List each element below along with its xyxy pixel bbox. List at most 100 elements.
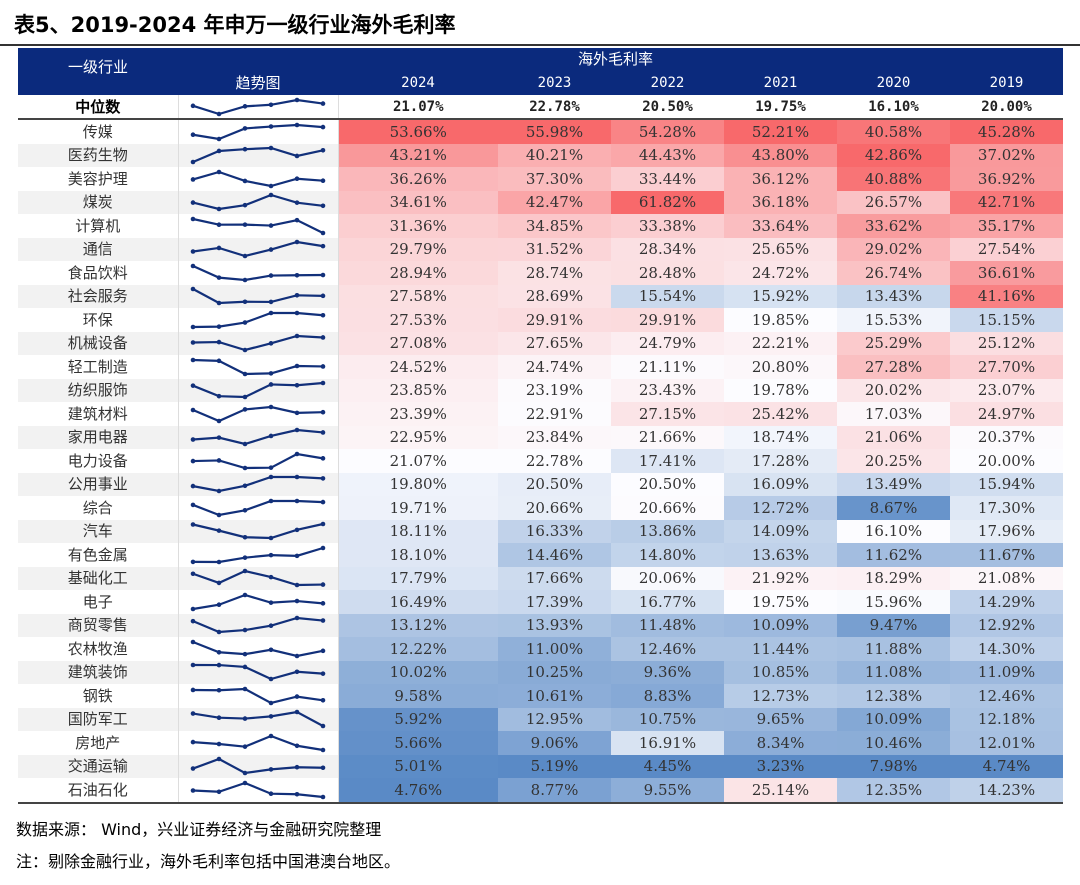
trend-cell xyxy=(177,95,339,120)
sparkline-point xyxy=(190,340,195,346)
sparkline-point xyxy=(242,686,247,692)
sparkline-line xyxy=(192,734,323,751)
sparkline-point xyxy=(294,217,299,223)
sparkline-point xyxy=(190,437,195,443)
industry-name: 社会服务 xyxy=(18,284,178,308)
sparkline-point xyxy=(242,178,247,184)
margin-cell-2023: 42.47% xyxy=(498,190,611,214)
industry-name: 传媒 xyxy=(82,122,113,141)
sparkline-point xyxy=(268,404,273,410)
margin-cell-2024: 23.85% xyxy=(338,378,498,402)
sparkline-point xyxy=(294,498,299,504)
table-row: 建筑材料 23.39% 22.91% 27.15% 25.42% 17.03% 24.97% xyxy=(18,402,1064,426)
industry-name: 纺织服饰 xyxy=(18,378,178,402)
sparkline-point xyxy=(242,555,247,560)
sparkline-point xyxy=(242,628,247,633)
margin-cell-2023: 10.25% xyxy=(498,660,611,684)
margin-cell-2022: 10.75% xyxy=(611,707,724,731)
page-title: 表5、2019-2024 年申万一级行业海外毛利率 xyxy=(14,13,456,37)
table-row: 环保 27.53% 29.91% 29.91% 19.85% 15.53% 15.15% xyxy=(18,308,1064,332)
sparkline-point xyxy=(268,600,273,605)
margin-cell-2023: 28.74% xyxy=(498,261,611,285)
margin-cell-2022: 9.36% xyxy=(611,660,724,684)
trend-sparkline xyxy=(190,169,325,189)
sparkline-point xyxy=(190,711,195,717)
sparkline-point xyxy=(320,100,325,106)
margin-cell-2022: 8.83% xyxy=(611,684,724,708)
median-row: 中位数 21.07% 22.78% 20.50% 19.75% 16.10% 20.00% xyxy=(18,95,1064,120)
margin-cell-2023: 27.65% xyxy=(498,331,611,355)
trend-cell xyxy=(177,167,339,191)
sparkline-point xyxy=(190,502,195,507)
margin-cell-2024: 5.66% xyxy=(338,731,498,755)
sparkline-line xyxy=(192,358,323,375)
sparkline-point xyxy=(216,136,221,142)
title-divider xyxy=(0,44,1080,46)
margin-cell-2021: 16.09% xyxy=(724,472,837,496)
sparkline-point xyxy=(294,791,299,797)
margin-cell-2019: 12.01% xyxy=(950,731,1064,755)
sparkline-point xyxy=(320,747,325,753)
margin-cell-2020: 33.62% xyxy=(837,214,950,238)
sparkline-point xyxy=(216,358,221,363)
sparkline-point xyxy=(268,145,273,151)
margin-cell-2020: 27.28% xyxy=(837,355,950,379)
sparkline-point xyxy=(190,687,195,693)
margin-cell-2020: 26.74% xyxy=(837,261,950,285)
margin-cell-2021: 17.28% xyxy=(724,449,837,473)
sparkline-point xyxy=(190,407,195,413)
sparkline-line xyxy=(192,194,323,211)
sparkline-point xyxy=(268,498,273,504)
margin-cell-2022: 21.66% xyxy=(611,425,724,449)
sparkline-point xyxy=(294,694,299,699)
margin-cell-2024: 21.07% xyxy=(338,95,498,120)
margin-cell-2022: 23.43% xyxy=(611,378,724,402)
margin-cell-2023: 10.61% xyxy=(498,684,611,708)
sparkline-point xyxy=(242,203,247,208)
margin-cell-2019: 20.37% xyxy=(950,425,1064,449)
margin-cell-2021: 52.21% xyxy=(724,119,837,144)
margin-cell-2023: 20.50% xyxy=(498,472,611,496)
sparkline-point xyxy=(268,382,273,387)
margin-cell-2024: 18.11% xyxy=(338,519,498,543)
sparkline-point xyxy=(216,580,221,586)
trend-cell xyxy=(177,190,339,214)
margin-cell-2019: 36.92% xyxy=(950,167,1064,191)
margin-cell-2020: 10.46% xyxy=(837,731,950,755)
sparkline-point xyxy=(190,216,195,222)
sparkline-point xyxy=(268,700,273,706)
sparkline-point xyxy=(294,333,299,339)
sparkline-point xyxy=(268,714,273,719)
sparkline-point xyxy=(190,103,195,108)
sparkline-point xyxy=(216,206,221,212)
margin-cell-2020: 40.58% xyxy=(837,119,950,144)
industry-name: 机械设备 xyxy=(18,331,178,355)
margin-cell-2024: 5.01% xyxy=(338,754,498,778)
margin-cell-2020: 26.57% xyxy=(837,190,950,214)
margin-cell-2023: 12.95% xyxy=(498,707,611,731)
sparkline-point xyxy=(216,602,221,607)
margin-cell-2024: 22.95% xyxy=(338,425,498,449)
sparkline-point xyxy=(216,649,221,655)
sparkline-point xyxy=(242,394,247,400)
sparkline-point xyxy=(216,340,221,345)
sparkline-line xyxy=(192,452,323,469)
header-industry: 一级行业 xyxy=(18,48,178,95)
sparkline-point xyxy=(268,101,273,107)
sparkline-point xyxy=(216,418,221,424)
trend-sparkline xyxy=(190,97,325,116)
sparkline-point xyxy=(216,457,221,463)
margin-cell-2022: 20.50% xyxy=(611,95,724,120)
margin-cell-2021: 3.23% xyxy=(724,754,837,778)
sparkline-point xyxy=(294,527,299,533)
margin-cell-2020: 15.53% xyxy=(837,308,950,332)
industry-name: 环保 xyxy=(82,310,113,329)
trend-sparkline xyxy=(190,357,325,377)
sparkline-point xyxy=(190,619,195,624)
sparkline-point xyxy=(294,598,299,604)
trend-cell xyxy=(177,402,339,426)
sparkline-point xyxy=(190,357,195,363)
table-row: 煤炭 34.61% 42.47% 61.82% 36.18% 26.57% 42.71% xyxy=(18,190,1064,214)
sparkline-point xyxy=(268,647,273,652)
sparkline-point xyxy=(242,592,247,598)
